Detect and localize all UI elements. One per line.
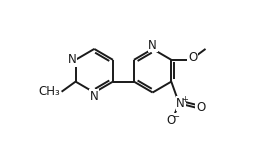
Text: −: − bbox=[172, 113, 179, 122]
Text: O: O bbox=[196, 101, 205, 114]
Text: N: N bbox=[68, 53, 76, 66]
Text: O: O bbox=[188, 51, 197, 65]
Text: N: N bbox=[148, 39, 157, 51]
Text: O: O bbox=[167, 114, 176, 127]
Text: CH₃: CH₃ bbox=[38, 85, 60, 98]
Text: N: N bbox=[90, 90, 99, 103]
Text: N: N bbox=[176, 97, 185, 110]
Text: +: + bbox=[181, 95, 188, 104]
